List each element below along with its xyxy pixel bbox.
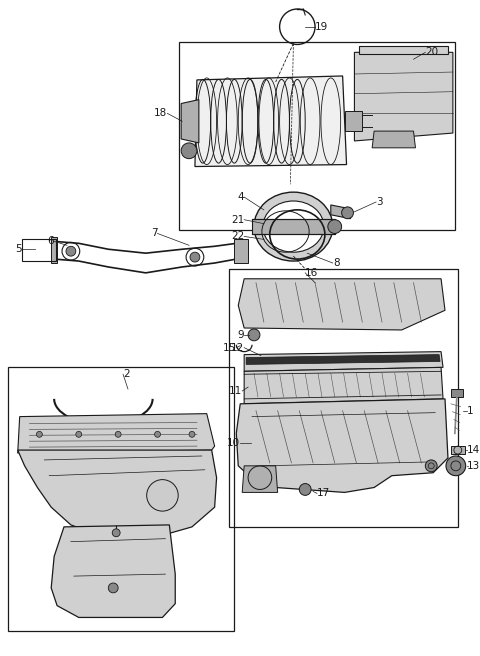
Text: 6: 6 (48, 236, 54, 247)
Bar (229, 269, 458, 527)
Polygon shape (451, 389, 463, 397)
Polygon shape (345, 112, 362, 131)
Text: 1: 1 (467, 405, 473, 416)
Bar (179, 43, 455, 230)
Bar (8, 367, 234, 631)
Text: 19: 19 (315, 22, 328, 31)
Polygon shape (331, 205, 350, 218)
Circle shape (190, 252, 200, 262)
Circle shape (112, 529, 120, 537)
Polygon shape (51, 237, 57, 263)
Circle shape (76, 432, 82, 438)
Circle shape (425, 460, 437, 472)
Bar (252, 218, 335, 234)
Polygon shape (244, 352, 443, 371)
Circle shape (181, 143, 197, 159)
Polygon shape (51, 525, 175, 617)
Circle shape (147, 480, 178, 511)
Ellipse shape (263, 201, 324, 252)
Text: 7: 7 (151, 228, 157, 239)
Circle shape (342, 207, 353, 218)
Text: 22: 22 (231, 232, 244, 241)
Polygon shape (195, 76, 347, 167)
Polygon shape (244, 367, 443, 404)
Text: 21: 21 (231, 215, 244, 225)
Text: 10: 10 (227, 438, 240, 448)
Circle shape (189, 432, 195, 438)
Text: 17: 17 (317, 489, 330, 499)
Text: 2: 2 (123, 369, 130, 379)
Text: 20: 20 (425, 47, 438, 57)
Polygon shape (372, 131, 416, 148)
Circle shape (328, 220, 342, 234)
Circle shape (66, 246, 76, 256)
Circle shape (446, 456, 466, 476)
Circle shape (155, 432, 160, 438)
Circle shape (300, 483, 311, 495)
Text: 12: 12 (231, 342, 244, 353)
Text: 9: 9 (238, 330, 244, 340)
Polygon shape (360, 47, 448, 54)
Bar (451, 446, 465, 454)
Text: 16: 16 (305, 268, 318, 278)
Polygon shape (18, 414, 215, 453)
Polygon shape (246, 355, 440, 365)
Text: 11: 11 (229, 386, 242, 396)
Ellipse shape (254, 192, 333, 261)
Polygon shape (181, 100, 199, 143)
Polygon shape (18, 450, 216, 537)
Text: 15: 15 (223, 342, 236, 353)
Text: 3: 3 (376, 197, 383, 207)
Polygon shape (236, 399, 448, 493)
Text: 8: 8 (333, 258, 339, 268)
Text: 14: 14 (467, 445, 480, 455)
Circle shape (248, 329, 260, 341)
Polygon shape (354, 52, 453, 141)
Circle shape (108, 583, 118, 593)
Polygon shape (238, 279, 445, 330)
Circle shape (115, 432, 121, 438)
Text: 18: 18 (154, 108, 168, 118)
Polygon shape (242, 466, 277, 493)
Circle shape (36, 432, 42, 438)
Polygon shape (234, 239, 248, 263)
Text: 13: 13 (467, 461, 480, 471)
Text: 4: 4 (238, 192, 244, 202)
Bar (22, 239, 56, 261)
Text: 5: 5 (15, 244, 22, 255)
